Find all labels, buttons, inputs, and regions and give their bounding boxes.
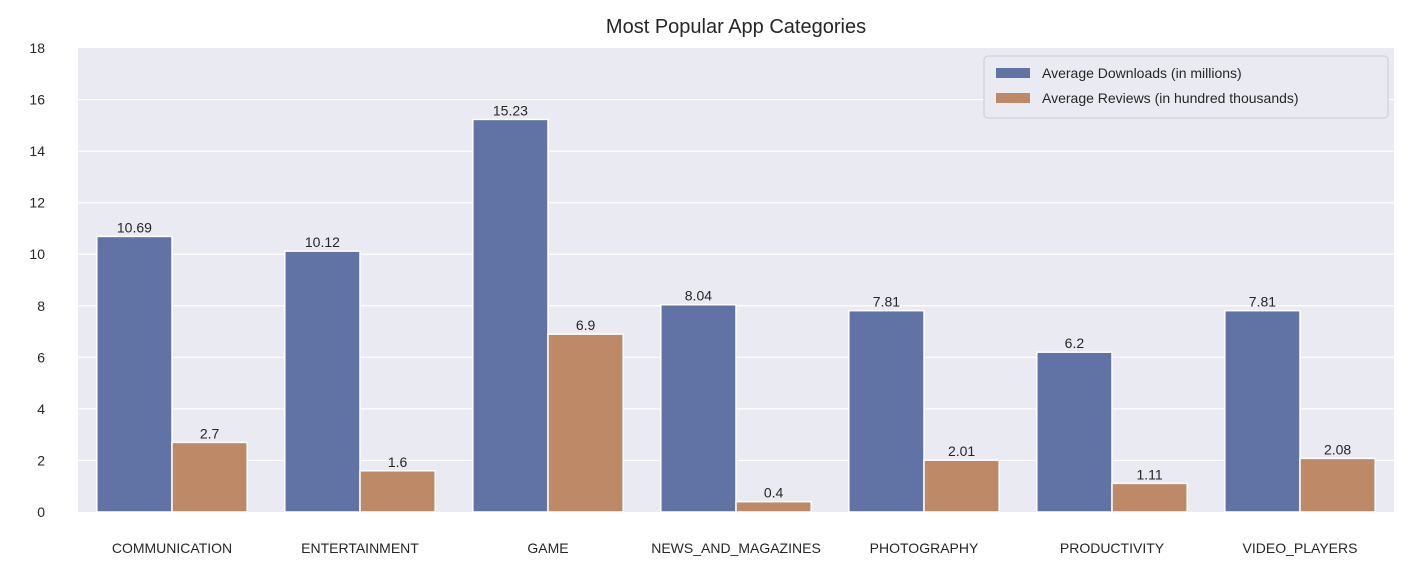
data-label: 7.81	[873, 294, 900, 310]
data-label: 7.81	[1249, 294, 1276, 310]
data-label: 2.7	[200, 425, 220, 441]
y-tick-label: 4	[37, 401, 45, 417]
bar-downloads	[1224, 309, 1301, 513]
y-tick-label: 10	[29, 246, 45, 262]
bar-downloads	[1036, 351, 1113, 513]
data-label: 6.9	[576, 317, 596, 333]
x-tick-label: NEWS_AND_MAGAZINES	[651, 540, 821, 556]
y-tick-label: 12	[29, 195, 45, 211]
y-axis-ticks: 0 2 4 6 8 10 12 14 16 18	[29, 40, 45, 520]
y-tick-label: 0	[37, 504, 45, 520]
y-tick-label: 8	[37, 298, 45, 314]
y-tick-label: 14	[29, 143, 45, 159]
bar-downloads	[848, 309, 925, 513]
data-label: 2.01	[948, 443, 975, 459]
bar-reviews	[923, 459, 1000, 513]
chart-title: Most Popular App Categories	[606, 16, 866, 38]
legend-label-reviews: Average Reviews (in hundred thousands)	[1042, 90, 1299, 106]
y-tick-label: 18	[29, 40, 45, 56]
data-labels: 10.69 10.12 15.23 8.04 7.81 6.2 7.81 2.7 1.6 6.9 0…	[117, 102, 1352, 500]
bar-downloads	[96, 235, 173, 513]
data-label: 8.04	[685, 288, 712, 304]
data-label: 6.2	[1065, 335, 1085, 351]
data-label: 0.4	[764, 485, 784, 501]
bar-downloads	[284, 250, 361, 513]
bar-reviews	[735, 500, 812, 513]
bar-reviews	[171, 441, 248, 513]
x-tick-label: PHOTOGRAPHY	[870, 540, 979, 556]
y-tick-label: 16	[29, 92, 45, 108]
y-tick-label: 2	[37, 452, 45, 468]
data-label: 10.69	[117, 219, 152, 235]
bar-downloads	[472, 118, 549, 513]
x-tick-label: GAME	[527, 540, 568, 556]
data-label: 2.08	[1324, 441, 1351, 457]
data-label: 15.23	[493, 102, 528, 118]
x-tick-label: PRODUCTIVITY	[1060, 540, 1165, 556]
legend-swatch-reviews	[996, 93, 1030, 103]
legend-label-downloads: Average Downloads (in millions)	[1042, 65, 1242, 81]
bar-group	[96, 118, 1376, 513]
data-label: 10.12	[305, 234, 340, 250]
x-tick-label: ENTERTAINMENT	[301, 540, 419, 556]
bar-reviews	[1111, 482, 1188, 513]
legend-swatch-downloads	[996, 68, 1030, 78]
data-label: 1.6	[388, 454, 408, 470]
bar-reviews	[547, 333, 624, 513]
x-axis-ticks: COMMUNICATION ENTERTAINMENT GAME NEWS_AND_M…	[112, 540, 1358, 556]
bar-downloads	[660, 303, 737, 513]
data-label: 1.11	[1136, 466, 1162, 482]
x-tick-label: COMMUNICATION	[112, 540, 232, 556]
bar-reviews	[359, 470, 436, 513]
legend-box	[983, 55, 1389, 119]
legend: Average Downloads (in millions) Average …	[983, 55, 1389, 119]
bar-reviews	[1299, 457, 1376, 513]
x-tick-label: VIDEO_PLAYERS	[1243, 540, 1358, 556]
y-tick-label: 6	[37, 349, 45, 365]
